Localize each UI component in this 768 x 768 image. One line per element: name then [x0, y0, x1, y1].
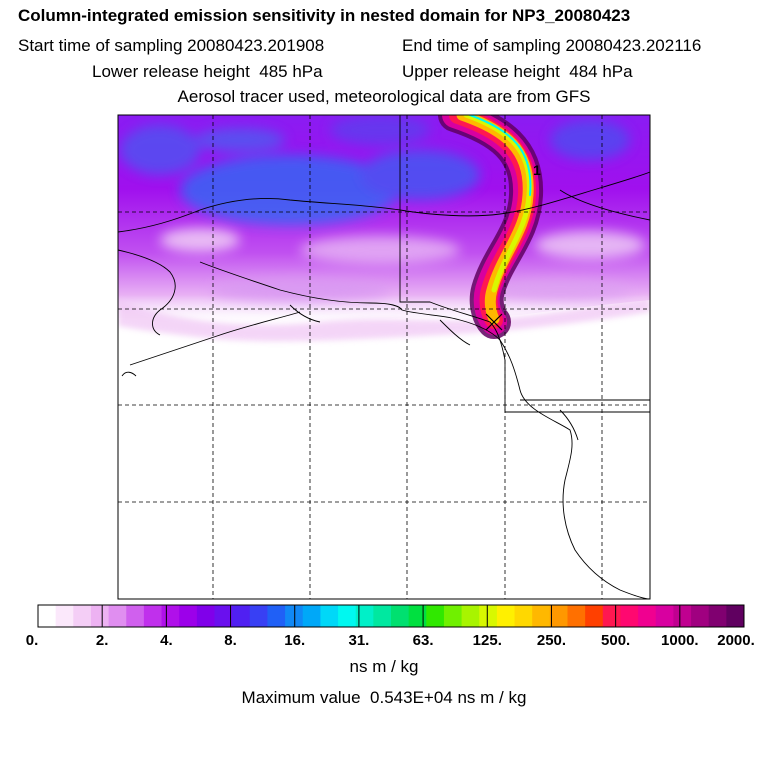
lower-release-height-label: Lower release height 485 hPa [92, 62, 323, 81]
map-frame [117, 114, 651, 600]
colorbar-label: 0. [25, 632, 39, 649]
tracer-info-line: Aerosol tracer used, meteorological data… [177, 87, 591, 106]
colorbar-label: 31. [348, 632, 370, 649]
colorbar-swatch [620, 605, 639, 627]
colorbar-swatch [567, 605, 586, 627]
colorbar-label: 1000. [661, 632, 699, 649]
colorbar-swatch [285, 605, 304, 627]
colorbar-units: ns m / kg [349, 657, 419, 676]
colorbar-label: 500. [601, 632, 631, 649]
coastlines [118, 171, 650, 599]
colorbar-swatch [302, 605, 321, 627]
colorbar-swatch [214, 605, 233, 627]
sensitivity-field: 1 [118, 115, 650, 599]
colorbar-swatch [267, 605, 286, 627]
colorbar-swatch [90, 605, 110, 627]
upper-release-height-label: Upper release height 484 hPa [402, 62, 633, 81]
emission-plume [438, 115, 544, 339]
colorbar-swatch [549, 605, 568, 627]
colorbar-swatch [179, 605, 198, 627]
colorbar-swatch [143, 605, 163, 627]
colorbar-swatch [726, 605, 745, 627]
colorbar-swatch [443, 605, 463, 627]
colorbar-label: 16. [284, 632, 306, 649]
colorbar-label: 8. [224, 632, 237, 649]
colorbar-swatch [196, 605, 215, 627]
colorbar-swatch [55, 605, 74, 627]
start-time-label: Start time of sampling 20080423.201908 [18, 36, 325, 55]
colorbar-swatch [373, 605, 392, 627]
end-time-label: End time of sampling 20080423.202116 [402, 36, 702, 55]
colorbar-label: 63. [412, 632, 434, 649]
colorbar-swatch [602, 605, 621, 627]
colorbar-swatch [426, 605, 445, 627]
colorbar [37, 604, 745, 628]
colorbar-swatch [532, 605, 551, 627]
colorbar-swatch [338, 605, 357, 627]
borders [399, 115, 650, 413]
colorbar-swatch [126, 605, 145, 627]
release-location-marker [485, 313, 503, 331]
graticule [118, 115, 650, 599]
colorbar-swatch [461, 605, 480, 627]
colorbar-swatch [38, 605, 57, 627]
colorbar-swatch [232, 605, 251, 627]
colorbar-swatch [408, 605, 427, 627]
colorbar-swatch [514, 605, 533, 627]
blue-patches [120, 115, 630, 225]
colorbar-swatch [249, 605, 268, 627]
colorbar-label: 250. [536, 632, 567, 649]
colorbar-swatch [479, 605, 498, 627]
colorbar-swatch [655, 605, 674, 627]
colorbar-swatch [496, 605, 516, 627]
colorbar-swatch [108, 605, 127, 627]
release-number-label: 1 [533, 162, 541, 178]
colorbar-label: 2. [95, 632, 109, 649]
maximum-value-line: Maximum value 0.543E+04 ns m / kg [241, 688, 527, 707]
colorbar-swatch [320, 605, 339, 627]
colorbar-swatch [673, 605, 692, 627]
colorbar-label: 4. [160, 632, 173, 649]
colorbar-swatch [638, 605, 657, 627]
colorbar-frame [37, 604, 745, 628]
pale-patches [160, 228, 645, 302]
colorbar-swatch [73, 605, 92, 627]
colorbar-swatch [161, 605, 180, 627]
colorbar-swatch [691, 605, 710, 627]
colorbar-swatch [708, 605, 727, 627]
colorbar-label: 2000. [717, 632, 755, 649]
colorbar-swatch [355, 605, 374, 627]
figure-title: Column-integrated emission sensitivity i… [18, 6, 631, 25]
colorbar-swatch [585, 605, 604, 627]
colorbar-label: 125. [472, 632, 502, 649]
colorbar-swatch [391, 605, 410, 627]
